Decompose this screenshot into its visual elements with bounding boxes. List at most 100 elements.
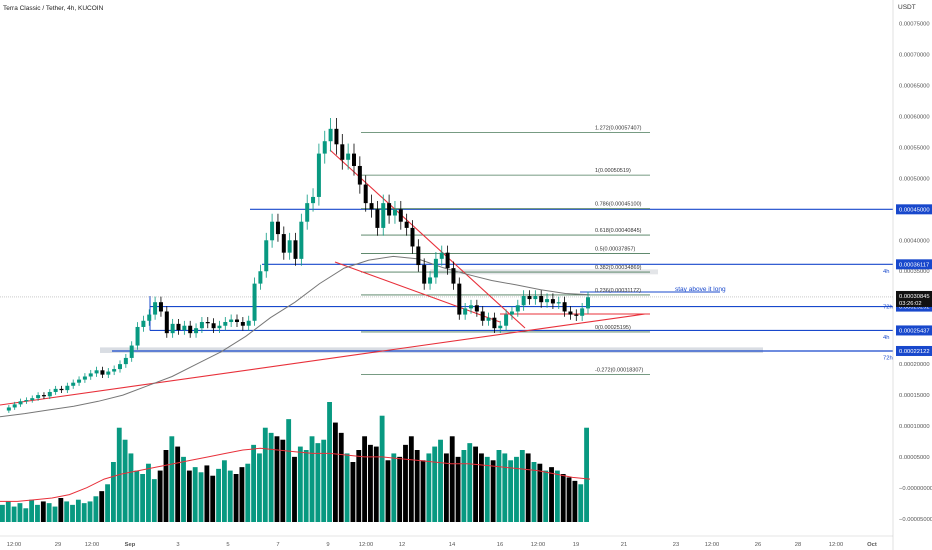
candle-body	[509, 311, 514, 315]
candle-body	[363, 184, 368, 204]
volume-bar	[87, 501, 93, 522]
volume-bar	[251, 444, 257, 522]
volume-bar	[426, 453, 432, 522]
candle-body	[158, 302, 163, 312]
candle-body	[100, 370, 105, 375]
volume-bar	[210, 475, 216, 522]
candle-body	[211, 323, 216, 329]
volume-bar	[467, 443, 473, 522]
candle-body	[240, 322, 245, 326]
volume-bar	[350, 462, 356, 522]
price-tag	[896, 325, 932, 336]
candle-body	[129, 345, 134, 358]
volume-bar	[519, 450, 525, 522]
time-tick-label: 19	[573, 542, 579, 548]
candle-body	[153, 302, 158, 315]
current-price-tag	[896, 290, 932, 307]
chart-title: Terra Classic / Tether, 4h, KUCOIN	[3, 5, 104, 12]
volume-bar	[321, 439, 327, 522]
time-tick-label: Sep	[125, 542, 136, 548]
candle-body	[504, 314, 509, 326]
candle-body	[106, 371, 111, 375]
volume-bar	[379, 415, 385, 522]
candle-body	[82, 376, 87, 380]
volume-bar	[414, 450, 420, 522]
volume-bar	[572, 480, 578, 522]
volume-bar	[438, 439, 443, 522]
time-tick-label: 26	[755, 542, 761, 548]
price-tick-label: −0.00005000	[899, 517, 932, 523]
volume-bar	[549, 467, 554, 522]
volume-bar	[496, 450, 502, 522]
volume-bar	[0, 504, 5, 522]
fib-label: 0.5(0.00037857)	[595, 247, 636, 253]
timeframe-label: 4h	[883, 335, 889, 341]
candle-body	[404, 221, 409, 228]
price-tick-label: 0.00055000	[899, 145, 930, 151]
volume-bar	[543, 470, 549, 522]
time-tick-label: 23	[673, 542, 679, 548]
candlesticks	[6, 118, 590, 413]
candle-body	[176, 323, 181, 331]
time-tick-label: 7	[276, 542, 279, 548]
candle-body	[568, 311, 573, 315]
candle-body	[12, 404, 17, 408]
candle-body	[305, 203, 310, 222]
price-tick-label: 0.00040000	[899, 238, 930, 244]
volume-bar	[566, 477, 572, 522]
fib-label: 1.272(0.00057407)	[595, 126, 642, 132]
volume-bar	[35, 504, 40, 522]
candle-body	[53, 388, 58, 392]
candle-body	[387, 203, 392, 216]
candle-body	[170, 323, 175, 334]
candle-body	[316, 153, 321, 197]
candle-body	[474, 305, 479, 312]
candle-body	[328, 128, 333, 142]
volume-bar	[64, 501, 70, 522]
volume-bar	[280, 439, 286, 522]
candle-body	[281, 234, 286, 253]
candle-body	[445, 252, 450, 269]
volume-bar	[146, 463, 151, 522]
time-tick-label: 12:00	[705, 542, 720, 548]
volume-bar	[525, 453, 531, 522]
candle-body	[574, 314, 579, 316]
time-tick-label: 14	[449, 542, 456, 548]
volume-bar	[5, 501, 11, 522]
time-axis[interactable]: 12:00 29 12:00 Sep 3 5 7 9 12:00 12 14 16 12:00 19 21 2…	[0, 535, 893, 548]
candle-body	[18, 401, 23, 405]
volume-bar	[233, 474, 239, 522]
volume-bar	[332, 422, 338, 522]
candle-body	[299, 221, 304, 259]
volume-bar	[286, 419, 292, 522]
volume-bar	[584, 427, 589, 522]
candle-body	[422, 265, 427, 284]
volume-bar	[303, 450, 309, 522]
candle-body	[30, 398, 35, 401]
price-tick-label: 0.00005000	[899, 455, 930, 461]
volume-bar	[75, 499, 81, 522]
candle-body	[135, 326, 140, 346]
price-axis[interactable]: 0.00075000 0.00070000 0.00065000 0.00060000…	[883, 0, 932, 550]
volume-bar	[449, 436, 455, 522]
candle-body	[580, 308, 585, 316]
volume-bar	[122, 439, 128, 522]
volume-bar	[461, 450, 467, 522]
volume-moving-average	[0, 447, 591, 502]
volume-bar	[23, 508, 29, 522]
candle-body	[340, 144, 345, 160]
volume-bars	[0, 402, 589, 522]
volume-bar	[134, 470, 140, 522]
candle-body	[457, 283, 462, 315]
candle-body	[550, 299, 555, 304]
candle-body	[545, 299, 550, 303]
volume-bar	[40, 501, 46, 522]
price-tick-label: 0.00035000	[899, 269, 930, 275]
candle-body	[586, 297, 590, 309]
volume-bar	[537, 463, 543, 522]
volume-bar	[391, 453, 397, 522]
candle-body	[194, 328, 199, 334]
price-tick-label: 0.00010000	[899, 424, 930, 430]
price-tick-label: 0.00060000	[899, 114, 930, 120]
